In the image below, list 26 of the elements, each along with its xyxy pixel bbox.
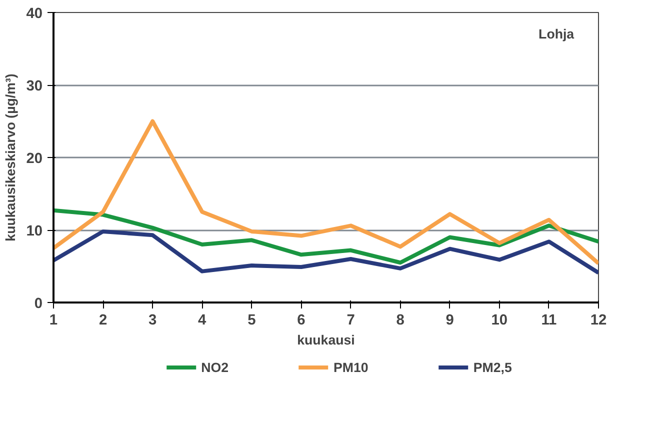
y-tick-label: 10 (26, 224, 43, 240)
y-tick-label: 20 (26, 151, 43, 167)
y-tick-label: 40 (26, 6, 43, 22)
y-axis-title: kuukausikeskiarvo (µg/m³) (3, 74, 18, 242)
y-tick-label: 0 (34, 296, 43, 312)
x-tick-label: 12 (590, 312, 607, 328)
x-tick-label: 6 (297, 312, 306, 328)
x-tick-label: 2 (98, 312, 108, 328)
x-tick-label: 11 (541, 312, 557, 328)
x-tick-label: 8 (396, 312, 404, 328)
x-tick-label: 5 (248, 312, 256, 328)
x-tick-label: 4 (198, 312, 208, 328)
x-tick-label: 10 (491, 312, 508, 328)
line-series (54, 119, 598, 266)
y-tick-label: 30 (26, 78, 43, 94)
line-series (54, 229, 598, 275)
legend-label: PM2,5 (473, 360, 512, 374)
x-tick-label: 1 (49, 312, 58, 328)
legend-label: PM10 (334, 360, 368, 374)
x-tick-label: 9 (446, 312, 454, 328)
x-tick-label: 3 (148, 312, 157, 328)
line-series (54, 208, 598, 265)
x-axis-title: kuukausi (297, 332, 355, 348)
annotation: Lohja (538, 26, 575, 42)
legend-label: NO2 (201, 360, 229, 374)
x-tick-label: 7 (346, 312, 355, 328)
